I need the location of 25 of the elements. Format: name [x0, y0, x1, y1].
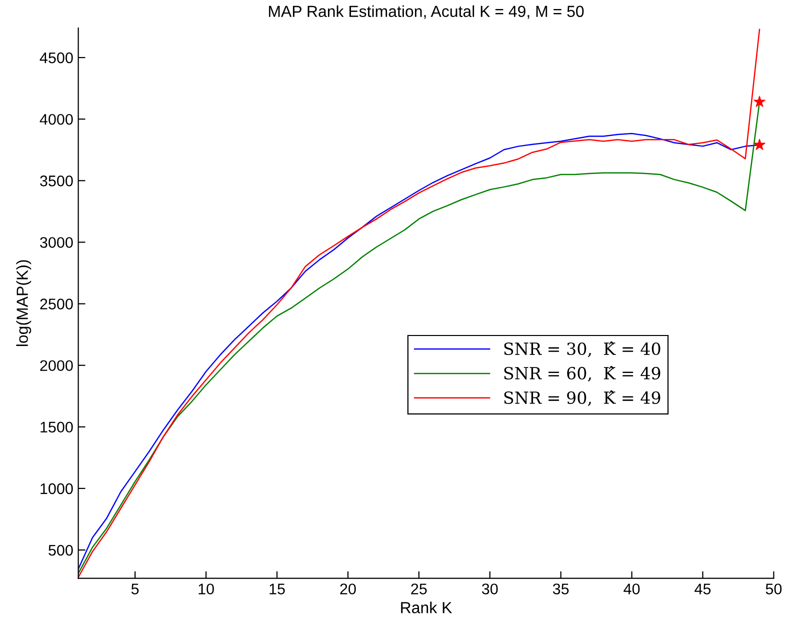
- y-tick-label: 2000: [40, 360, 73, 372]
- x-tick-label: 35: [552, 584, 569, 594]
- y-tick-label: 1000: [40, 483, 73, 494]
- y-tick-label: 3500: [40, 176, 73, 186]
- x-tick-label: 45: [694, 584, 711, 594]
- legend-label: SNR = 30, K̂ = 40: [504, 341, 660, 358]
- x-axis-title: Rank K: [401, 602, 452, 614]
- y-tick-label: 1500: [40, 422, 73, 433]
- y-tick-label: 2500: [40, 298, 73, 310]
- legend-label: SNR = 60, K̂ = 49: [504, 366, 660, 382]
- x-tick-label: 40: [624, 584, 640, 594]
- x-tick-label: 50: [766, 584, 782, 594]
- x-tick-label: 25: [411, 584, 427, 594]
- y-tick-label: 500: [48, 544, 73, 556]
- x-tick-label: 5: [131, 584, 139, 594]
- legend-label: SNR = 90, K̂ = 49: [504, 390, 660, 406]
- y-tick-label: 4000: [40, 114, 73, 125]
- chart-title: MAP Rank Estimation, Acutal K = 49, M = 50: [268, 5, 584, 19]
- x-tick-label: 10: [198, 584, 214, 594]
- y-axis-title: log(MAP(K)): [16, 260, 32, 346]
- x-tick-label: 20: [340, 584, 356, 594]
- y-tick-label: 4500: [40, 52, 73, 64]
- y-tick-label: 3000: [40, 237, 73, 248]
- x-tick-label: 30: [482, 584, 498, 594]
- x-tick-label: 15: [270, 584, 285, 594]
